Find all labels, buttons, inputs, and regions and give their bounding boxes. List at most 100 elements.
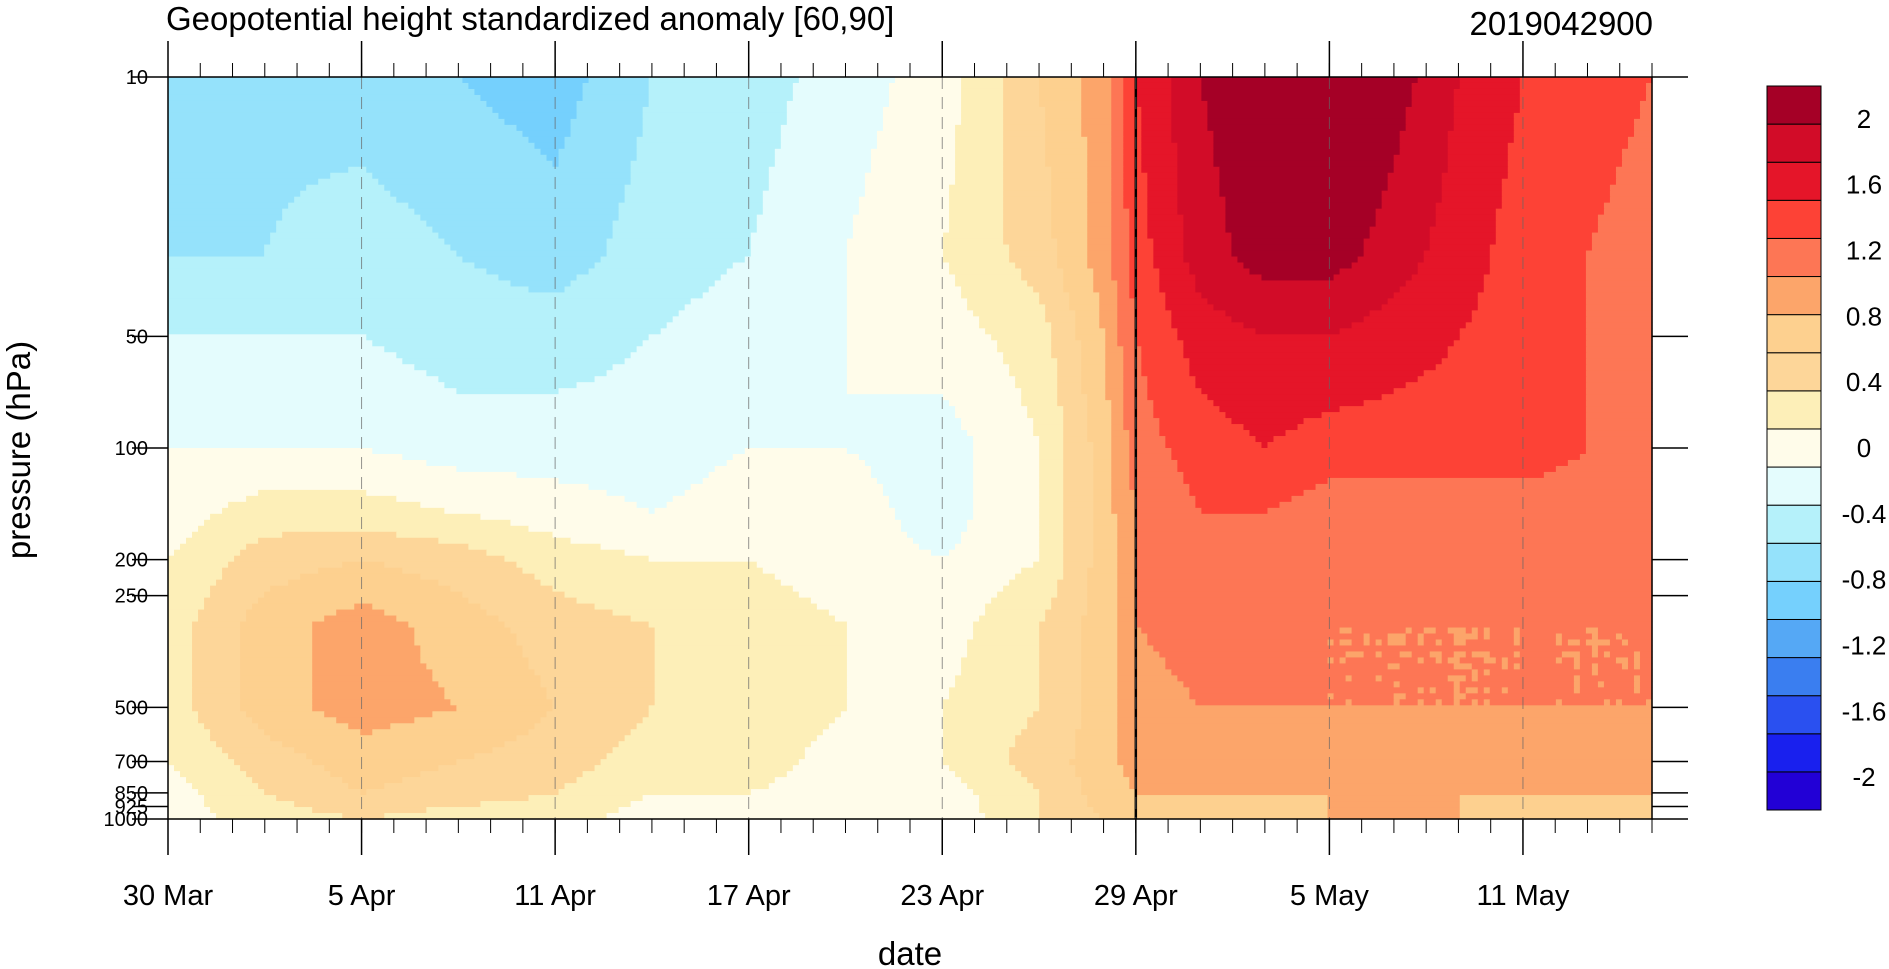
contour-fill-cell [414, 627, 512, 635]
contour-fill-cell [330, 771, 421, 778]
contour-fill-cell [1375, 675, 1383, 682]
contour-fill-cell [1519, 106, 1641, 114]
contour-fill-cell [168, 801, 205, 808]
contour-fill-cell [612, 364, 848, 371]
contour-fill-cell [1093, 807, 1329, 814]
contour-fill-cell [1387, 639, 1407, 647]
contour-fill-cell [870, 148, 956, 156]
contour-fill-cell [1135, 316, 1172, 323]
contour-fill-cell [1441, 184, 1503, 192]
contour-fill-cell [1585, 400, 1653, 407]
contour-fill-cell [1645, 699, 1653, 706]
contour-fill-cell [534, 573, 776, 581]
contour-fill-cell [402, 567, 524, 575]
contour-fill-cell [540, 675, 656, 682]
contour-fill-cell [564, 591, 800, 599]
contour-fill-cell [1093, 459, 1112, 467]
contour-fill-cell [1123, 124, 1142, 132]
contour-fill-cell [438, 232, 614, 240]
contour-fill-cell [961, 88, 1004, 96]
contour-fill-cell [534, 142, 566, 150]
contour-fill-cell [1183, 214, 1227, 222]
contour-fill-cell [642, 795, 980, 802]
contour-fill-cell [1201, 88, 1413, 96]
contour-fill-cell [168, 244, 265, 252]
contour-fill-cell [648, 94, 794, 102]
contour-fill-cell [702, 292, 848, 299]
contour-fill-cell [1087, 424, 1112, 431]
contour-fill-cell [1189, 687, 1419, 694]
contour-fill-cell [648, 77, 800, 84]
contour-fill-cell [1387, 633, 1407, 641]
contour-fill-cell [1579, 453, 1653, 461]
contour-fill-cell [816, 735, 944, 742]
contour-fill-cell [1225, 208, 1377, 216]
contour-fill-cell [1231, 250, 1365, 258]
contour-fill-cell [168, 226, 277, 234]
contour-fill-cell [1555, 633, 1563, 641]
contour-fill-cell [1429, 651, 1443, 659]
contour-fill-cell [1429, 232, 1497, 240]
contour-fill-cell [1099, 298, 1118, 305]
contour-fill-cell [636, 154, 776, 162]
contour-fill-cell [690, 483, 884, 491]
contour-fill-cell [1123, 412, 1154, 419]
contour-fill-cell [840, 711, 944, 718]
contour-fill-cell [846, 370, 1010, 377]
contour-fill-cell [618, 208, 764, 216]
contour-fill-cell [480, 513, 896, 521]
colorbar-label: 0.4 [1846, 367, 1882, 397]
contour-fill-cell [1585, 346, 1653, 353]
contour-fill-cell [1129, 448, 1172, 455]
contour-fill-cell [168, 400, 950, 407]
contour-fill-cell [1027, 406, 1064, 413]
contour-fill-cell [516, 633, 656, 641]
contour-fill-cell [168, 136, 530, 144]
contour-fill-cell [312, 705, 457, 712]
contour-fill-cell [168, 160, 554, 168]
contour-fill-cell [1141, 142, 1178, 150]
contour-fill-cell [1117, 705, 1653, 712]
contour-fill-cell [654, 633, 848, 641]
contour-fill-cell [1315, 483, 1653, 491]
contour-fill-cell [1183, 244, 1233, 252]
contour-fill-cell [192, 639, 241, 647]
contour-fill-cell [1393, 292, 1479, 299]
contour-fill-cell [1207, 112, 1407, 120]
contour-fill-cell [1195, 501, 1281, 509]
contour-fill-cell [1117, 741, 1653, 748]
contour-fill-cell [1075, 328, 1106, 335]
contour-fill-cell [997, 591, 1058, 599]
contour-fill-cell [366, 789, 560, 796]
contour-fill-cell [1585, 388, 1653, 395]
contour-fill-cell [240, 663, 313, 670]
contour-fill-cell [1147, 208, 1178, 216]
contour-fill-cell [270, 585, 451, 593]
contour-fill-cell [961, 657, 1040, 665]
contour-fill-cell [943, 753, 1010, 760]
contour-fill-cell [1429, 226, 1497, 234]
contour-fill-cell [1093, 483, 1112, 491]
contour-fill-cell [1405, 112, 1455, 120]
contour-fill-cell [1177, 208, 1227, 216]
contour-fill-cell [1003, 154, 1046, 162]
contour-fill-cell [1135, 304, 1166, 311]
contour-fill-cell [1519, 663, 1575, 670]
contour-fill-cell [1153, 400, 1215, 407]
contour-fill-cell [816, 603, 986, 611]
contour-fill-cell [1141, 352, 1184, 359]
contour-fill-cell [1039, 531, 1064, 539]
contour-fill-cell [1087, 262, 1112, 270]
contour-fill-cell [528, 136, 566, 144]
contour-fill-cell [973, 459, 1040, 467]
contour-fill-cell [955, 412, 1028, 419]
contour-fill-cell [846, 346, 998, 353]
contour-fill-cell [1453, 88, 1521, 96]
contour-fill-cell [168, 430, 968, 437]
contour-fill-cell [1057, 376, 1082, 383]
colorbar-box [1766, 428, 1822, 468]
contour-fill-cell [1519, 82, 1647, 90]
contour-fill-cell [288, 579, 439, 587]
contour-fill-cell [510, 627, 656, 635]
contour-fill-cell [1585, 262, 1653, 270]
